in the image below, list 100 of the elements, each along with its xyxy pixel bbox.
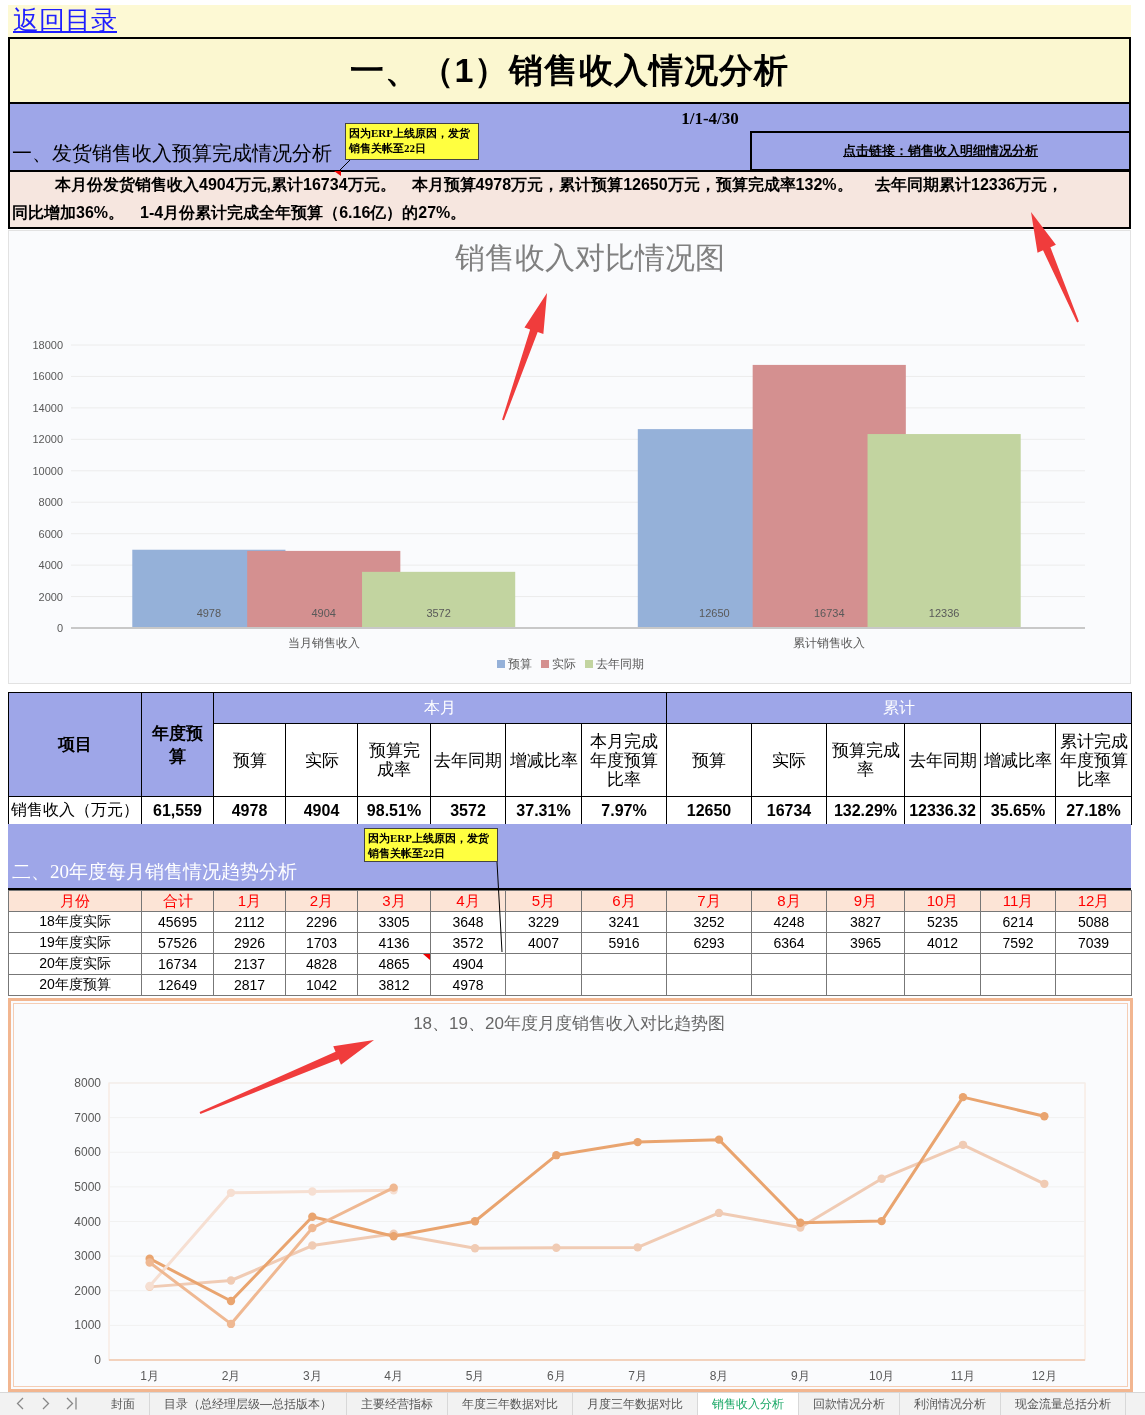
data-label: 12336.32 — [904, 796, 981, 825]
y-tick-label: 10000 — [32, 464, 63, 477]
y-tick-label: 5000 — [74, 1179, 102, 1194]
x-tick-label: 9月 — [790, 1369, 810, 1383]
text: 二、20年度每月销售情况趋势分析 — [12, 860, 297, 884]
y-tick-label: 18000 — [32, 339, 63, 351]
data-label: 2137 — [213, 953, 286, 975]
category-label: 12月 — [1055, 890, 1132, 912]
data-label: 6214 — [980, 911, 1056, 933]
category-label: 10月 — [904, 890, 981, 912]
text: 利润情况分析 — [900, 1393, 1001, 1415]
data-label: 12649 — [141, 974, 214, 996]
text: 19年度实际 — [8, 932, 142, 954]
category-label: 9月 — [826, 890, 905, 912]
text: 封面 — [97, 1393, 150, 1415]
data-label: 3648 — [430, 911, 506, 933]
text: 20年度实际 — [8, 953, 142, 975]
y-tick-label: 6000 — [38, 527, 63, 540]
text: 现金流量总括分析 — [1001, 1393, 1126, 1415]
category-label: 3月 — [357, 890, 431, 912]
text: 本月 — [213, 692, 667, 724]
data-label: 4136 — [357, 932, 431, 954]
data-label: 16734 — [751, 796, 827, 825]
category-label: 去年同期 — [430, 723, 506, 797]
text: 主要经营指标 — [347, 1393, 448, 1415]
data-label: 5916 — [581, 932, 667, 954]
category-label: 8月 — [751, 890, 827, 912]
category-label: 11月 — [980, 890, 1056, 912]
category-label: 预算完成率 — [826, 723, 905, 797]
category-label: 增减比率 — [980, 723, 1056, 797]
data-label: 7039 — [1055, 932, 1132, 954]
chart-title: 销售收入对比情况图 — [454, 241, 725, 274]
text: 返回目录 — [13, 4, 117, 37]
category-label: 7月 — [666, 890, 752, 912]
x-tick-label: 2月 — [221, 1369, 241, 1383]
category-label: 1月 — [213, 890, 286, 912]
x-tick-label: 3月 — [302, 1369, 322, 1383]
category-label: 6月 — [581, 890, 667, 912]
data-label: 35.65% — [980, 796, 1056, 825]
y-tick-label: 1000 — [74, 1318, 102, 1333]
data-label: 4007 — [505, 932, 582, 954]
y-tick-label: 2000 — [38, 590, 63, 603]
text: 1/1-4/30 — [680, 108, 740, 130]
data-label: 57526 — [141, 932, 214, 954]
text: 本月份发货销售收入4904万元,累计16734万元。 本月预算4978万元，累计预算12650万元，预算完成率132%。 去年同期累计12336万元，同比增加36%。 1-4月份累计完成全年预算（6.16亿）的27%。 — [12, 175, 1065, 223]
category-label: 合计 — [141, 890, 214, 912]
data-label: 45695 — [141, 911, 214, 933]
data-label: 6364 — [751, 932, 827, 954]
legend-label: 实际 — [552, 657, 576, 671]
x-tick-label: 12月 — [1031, 1369, 1058, 1383]
data-label: 4978 — [213, 796, 286, 825]
data-label: 2817 — [213, 974, 286, 996]
data-label: 4904 — [430, 953, 506, 975]
x-tick-label: 7月 — [628, 1369, 648, 1383]
text: 目录（总经理层级—总括版本） — [150, 1393, 347, 1415]
data-label: 4828 — [285, 953, 358, 975]
data-label: 3965 — [826, 932, 905, 954]
y-tick-label: 2000 — [74, 1283, 102, 1298]
x-tick-label: 1月 — [140, 1369, 160, 1383]
category-label: 预算完成率 — [357, 723, 431, 797]
y-tick-label: 0 — [94, 1353, 102, 1367]
y-tick-label: 12000 — [32, 433, 63, 446]
text: 月度三年数据对比 — [573, 1393, 698, 1415]
text: 销售收入分析 — [698, 1393, 799, 1415]
data-label: 5088 — [1055, 911, 1132, 933]
x-tick-label: 累计销售收入 — [793, 636, 866, 650]
data-label: 37.31% — [505, 796, 582, 825]
category-label: 4月 — [430, 890, 506, 912]
data-label: 61,559 — [141, 796, 214, 825]
text: 月份 — [8, 890, 142, 912]
data-label: 4248 — [751, 911, 827, 933]
data-label: 4012 — [904, 932, 981, 954]
y-tick-label: 4000 — [38, 559, 63, 572]
data-label: 1042 — [285, 974, 358, 996]
category-label: 5月 — [505, 890, 582, 912]
data-label: 16734 — [813, 607, 845, 619]
category-label: 年度预算 — [141, 692, 214, 797]
y-tick-label: 14000 — [32, 401, 63, 414]
data-label: 3241 — [581, 911, 667, 933]
series-label: 销售收入（万元） — [8, 796, 142, 825]
x-tick-label: 当月销售收入 — [287, 636, 360, 650]
legend-label: 去年同期 — [596, 657, 644, 671]
x-tick-label: 4月 — [384, 1369, 404, 1383]
data-label: 4978 — [196, 607, 222, 619]
y-tick-label: 0 — [56, 622, 63, 634]
data-label: 4978 — [430, 974, 506, 996]
category-label: 预算 — [213, 723, 286, 797]
data-label: 16734 — [141, 953, 214, 975]
data-label: 12650 — [666, 796, 752, 825]
text: 20年度预算 — [8, 974, 142, 996]
y-tick-label: 3000 — [74, 1249, 102, 1264]
data-label: 3827 — [826, 911, 905, 933]
x-tick-label: 8月 — [709, 1369, 729, 1383]
text: 点击链接：销售收入明细情况分析 — [843, 142, 1038, 160]
text: 项目 — [8, 692, 142, 797]
category-label: 本月完成年度预算比率 — [581, 723, 667, 797]
data-label: 2926 — [213, 932, 286, 954]
data-label: 12650 — [699, 607, 730, 619]
text: 年度三年数据对比 — [448, 1393, 573, 1415]
data-label: 3572 — [426, 607, 451, 619]
